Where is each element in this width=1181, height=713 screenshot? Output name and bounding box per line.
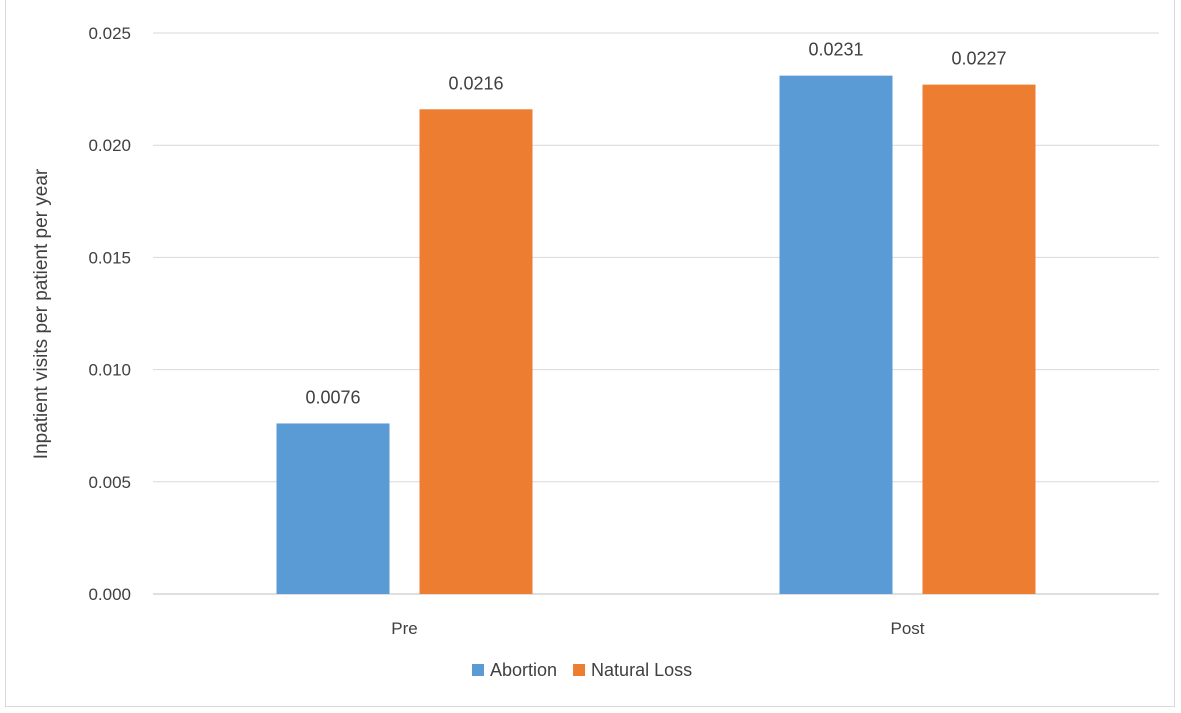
bar-natural-loss-pre: [419, 109, 533, 595]
y-tick-label: 0.005: [88, 473, 131, 492]
data-label: 0.0231: [808, 40, 863, 60]
data-labels: 0.0076 0.0216 0.0231 0.0227: [305, 40, 1006, 408]
bar-abortion-post: [779, 75, 893, 595]
data-label: 0.0216: [448, 73, 503, 93]
y-tick-labels: 0.000 0.005 0.010 0.015 0.020 0.025: [88, 24, 131, 604]
x-tick-labels: Pre Post: [391, 619, 925, 638]
bar-abortion-pre: [276, 423, 390, 594]
legend-label: Natural Loss: [591, 660, 692, 680]
legend-item: Natural Loss: [573, 660, 692, 680]
bars: [276, 75, 1036, 595]
x-tick-label: Post: [890, 619, 924, 638]
legend-swatch: [472, 664, 484, 676]
data-label: 0.0227: [951, 49, 1006, 69]
data-label: 0.0076: [305, 387, 360, 407]
legend-item: Abortion: [472, 660, 557, 680]
y-tick-label: 0.025: [88, 24, 131, 43]
bar-natural-loss-post: [922, 84, 1036, 594]
legend: Abortion Natural Loss: [472, 660, 692, 680]
y-tick-label: 0.015: [88, 248, 131, 267]
legend-label: Abortion: [490, 660, 557, 680]
legend-swatch: [573, 664, 586, 676]
x-tick-label: Pre: [391, 619, 417, 638]
y-tick-label: 0.020: [88, 136, 131, 155]
y-tick-label: 0.000: [88, 585, 131, 604]
chart-frame: 0.000 0.005 0.010 0.015 0.020 0.025 0.0076 0.0…: [5, 0, 1175, 707]
y-tick-label: 0.010: [88, 361, 131, 380]
y-axis-label: Inpatient visits per patient per year: [31, 168, 52, 459]
